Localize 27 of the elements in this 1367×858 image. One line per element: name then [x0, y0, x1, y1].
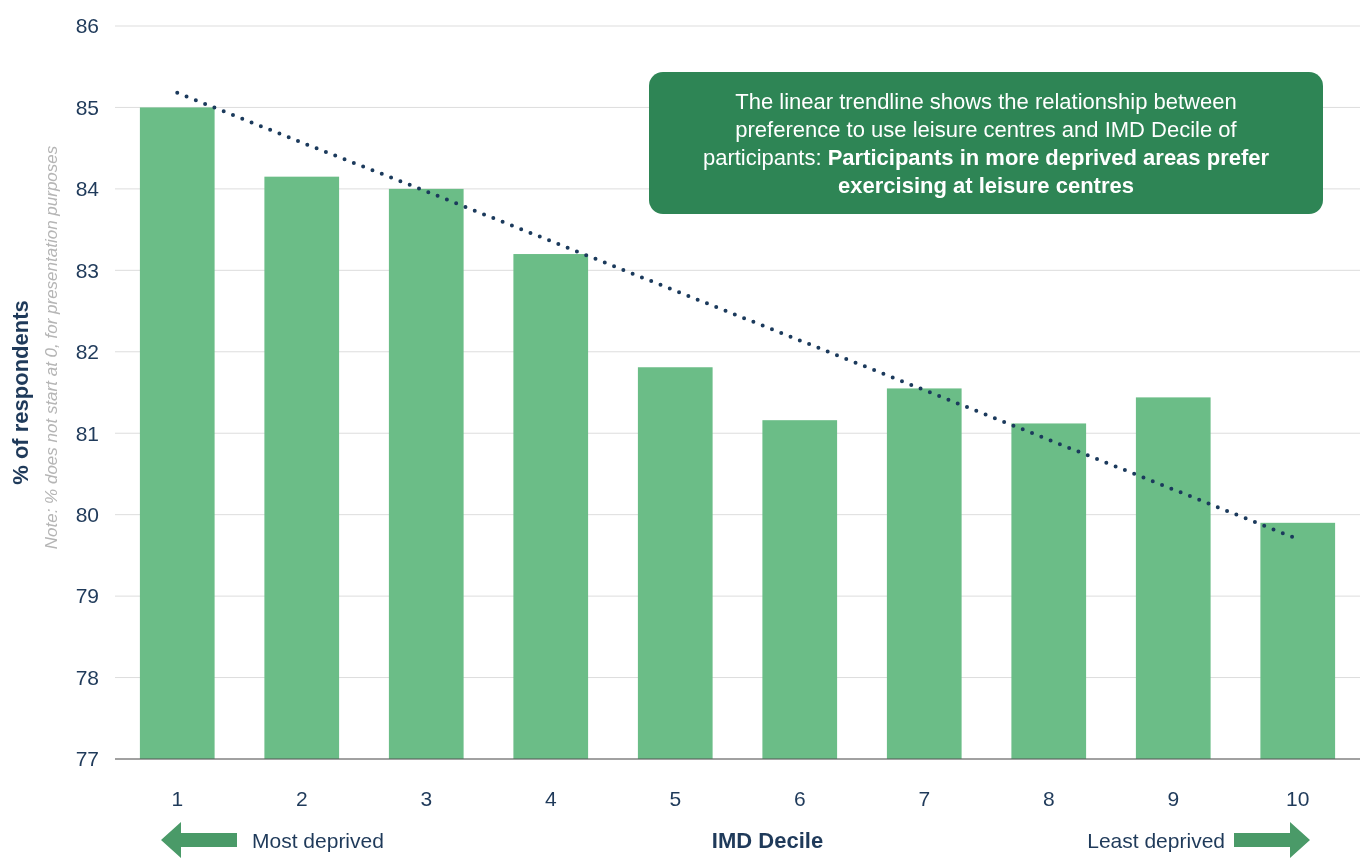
x-tick-label: 8 — [1042, 787, 1055, 810]
x-axis-title: IMD Decile — [711, 828, 824, 853]
x-tick-label: 10 — [1286, 787, 1310, 810]
text: Least deprived — [1087, 829, 1225, 852]
y-tick-label: 79 — [75, 584, 99, 608]
x-tick-label: 5 — [669, 787, 682, 810]
x-tick-label: 4 — [544, 787, 557, 810]
x-tick-label: 7 — [918, 787, 931, 810]
x-tick-label: 6 — [793, 787, 806, 810]
x-tick-label: 1 — [171, 787, 184, 810]
y-tick-label: 77 — [75, 747, 99, 771]
x-tick-label: 2 — [295, 787, 308, 810]
callout-box: The linear trendline shows the relationship between preference to use leisure centres and IMD Decile of participants: Participants in more deprived areas prefer exercising at leisure centres — [649, 72, 1323, 214]
text: Note: % does not start at 0, for presentation purposes — [42, 145, 61, 550]
y-tick-label: 85 — [75, 95, 99, 119]
y-tick-label: 84 — [75, 177, 100, 201]
x-tick-label: 9 — [1167, 787, 1180, 810]
text: Most deprived — [252, 829, 384, 852]
x-tick-label: 3 — [420, 787, 433, 810]
y-tick-label: 81 — [75, 421, 99, 445]
y-tick-label: 82 — [75, 340, 99, 364]
y-tick-label: 80 — [75, 503, 99, 527]
annotation: Participants in more deprived areas prefer exercising at leisure centres — [827, 145, 1270, 198]
y-tick-label: 86 — [75, 14, 99, 38]
y-tick-label: 83 — [75, 258, 99, 282]
y-tick-label: 78 — [75, 665, 99, 689]
y-axis-title: % of respondents — [8, 300, 33, 485]
